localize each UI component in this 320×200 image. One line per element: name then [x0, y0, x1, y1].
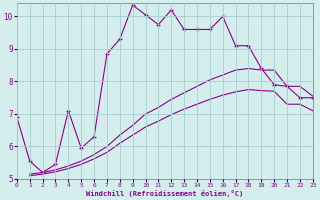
X-axis label: Windchill (Refroidissement éolien,°C): Windchill (Refroidissement éolien,°C) — [86, 190, 244, 197]
